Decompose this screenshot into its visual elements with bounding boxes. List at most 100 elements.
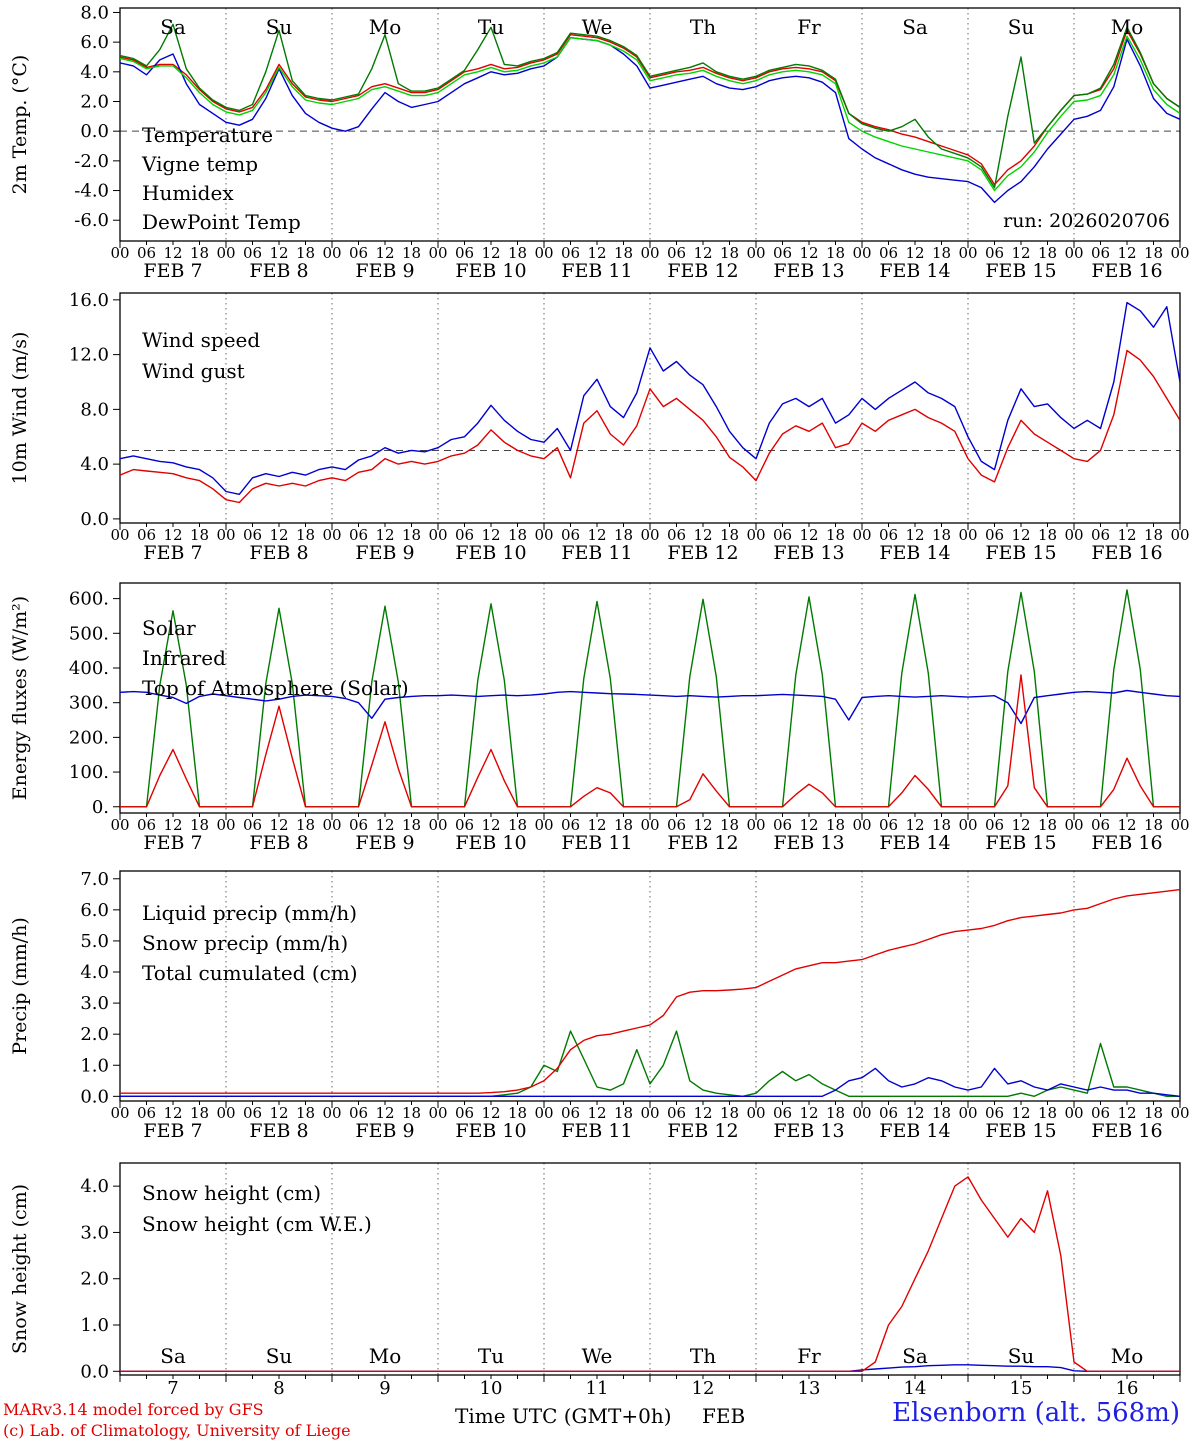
panel-temperature: 8.06.04.02.00.0-2.0-4.0-6.000 06 12 18 00 06 1… — [9, 2, 1190, 282]
date-label: FEB 7 — [143, 832, 202, 854]
hour-tick-label: 12 — [799, 526, 818, 544]
date-label: FEB 12 — [667, 832, 738, 854]
hour-tick-label: 00 — [216, 244, 235, 262]
day-of-week-label: Su — [266, 1344, 293, 1368]
day-of-week-label: Sa — [160, 15, 186, 39]
date-label: FEB 16 — [1091, 1120, 1162, 1142]
date-label: FEB 16 — [1091, 832, 1162, 854]
y-tick-label: 12.0 — [69, 345, 109, 366]
hour-tick-label: 06 — [773, 1104, 792, 1122]
y-tick-label: 1.0 — [80, 1315, 109, 1336]
model-credit-line1: MARv3.14 model forced by GFS — [3, 1400, 264, 1419]
hour-tick-label: 00 — [1170, 244, 1189, 262]
legend-label: Snow precip (mm/h) — [142, 931, 348, 955]
date-label: FEB 12 — [667, 1120, 738, 1142]
y-tick-label: -2.0 — [74, 151, 109, 172]
hour-tick-label: 00 — [322, 526, 341, 544]
day-of-week-label: Sa — [902, 1344, 928, 1368]
hour-tick-label: 00 — [534, 816, 553, 834]
series-dewpoint-temp — [120, 35, 1180, 192]
hour-tick-label: 06 — [879, 816, 898, 834]
hour-tick-label: 18 — [296, 244, 315, 262]
date-label: FEB 15 — [985, 260, 1056, 282]
date-label: FEB 10 — [455, 832, 526, 854]
hour-tick-label: 00 — [1170, 1104, 1189, 1122]
hour-tick-label: 12 — [1011, 1104, 1030, 1122]
y-axis-title: 10m Wind (m/s) — [9, 332, 31, 485]
hour-tick-label: 12 — [587, 526, 606, 544]
day-of-week-label: Su — [1008, 15, 1035, 39]
panel-precip: 7.06.05.04.03.02.01.00.000 06 12 18 00 06 12 18… — [9, 869, 1190, 1142]
y-tick-label: 2.0 — [80, 91, 109, 112]
hour-tick-label: 00 — [1064, 244, 1083, 262]
y-axis-title: Precip (mm/h) — [9, 917, 31, 1055]
legend-label: Liquid precip (mm/h) — [142, 901, 357, 925]
series-temperature — [120, 29, 1180, 186]
hour-tick-label: 06 — [243, 1104, 262, 1122]
hour-tick-label: 12 — [1011, 526, 1030, 544]
hour-tick-label: 00 — [110, 244, 129, 262]
y-tick-label: 6.0 — [80, 32, 109, 53]
hour-tick-label: 00 — [958, 244, 977, 262]
run-label: run: 2026020706 — [1003, 210, 1170, 232]
hour-tick-label: 00 — [428, 816, 447, 834]
date-label: FEB 14 — [879, 832, 950, 854]
hour-tick-label: 18 — [826, 816, 845, 834]
legend-label: Wind speed — [142, 328, 260, 352]
station-label: Elsenborn (alt. 568m) — [892, 1398, 1180, 1428]
hour-tick-label: 12 — [693, 244, 712, 262]
hour-tick-label: 06 — [137, 526, 156, 544]
hour-tick-label: 06 — [561, 816, 580, 834]
model-credit: MARv3.14 model forced by GFS (c) Lab. of… — [3, 1399, 351, 1440]
hour-tick-label: 00 — [1064, 1104, 1083, 1122]
hour-tick-label: 06 — [1091, 816, 1110, 834]
hour-tick-label: 12 — [163, 1104, 182, 1122]
hour-tick-label: 12 — [1011, 244, 1030, 262]
hour-tick-label: 18 — [932, 816, 951, 834]
hour-tick-label: 00 — [958, 526, 977, 544]
hour-tick-label: 12 — [1117, 1104, 1136, 1122]
day-of-week-label: Fr — [797, 15, 821, 39]
hour-tick-label: 06 — [667, 1104, 686, 1122]
date-label: FEB 7 — [143, 542, 202, 564]
hour-tick-label: 00 — [1064, 526, 1083, 544]
hour-tick-label: 00 — [428, 526, 447, 544]
hour-tick-label: 00 — [852, 526, 871, 544]
date-label: FEB 15 — [985, 832, 1056, 854]
hour-tick-label: 18 — [932, 1104, 951, 1122]
y-tick-label: 0. — [92, 797, 109, 818]
day-number-label: 10 — [480, 1378, 503, 1399]
hour-tick-label: 12 — [481, 816, 500, 834]
y-tick-label: 6.0 — [80, 900, 109, 921]
hour-tick-label: 00 — [428, 244, 447, 262]
hour-tick-label: 06 — [667, 244, 686, 262]
date-label: FEB 7 — [143, 260, 202, 282]
hour-tick-label: 18 — [296, 526, 315, 544]
date-label: FEB 11 — [561, 260, 632, 282]
hour-tick-label: 06 — [985, 1104, 1004, 1122]
hour-tick-label: 18 — [614, 526, 633, 544]
hour-tick-label: 12 — [905, 244, 924, 262]
series-total-cumulated — [120, 888, 1180, 1094]
hour-tick-label: 12 — [1117, 816, 1136, 834]
hour-tick-label: 18 — [402, 816, 421, 834]
hour-tick-label: 00 — [322, 1104, 341, 1122]
date-label: FEB 12 — [667, 260, 738, 282]
xaxis-month-label: FEB — [702, 1404, 746, 1428]
hour-tick-label: 00 — [1170, 816, 1189, 834]
date-label: FEB 11 — [561, 832, 632, 854]
hour-tick-label: 06 — [137, 244, 156, 262]
day-of-week-label: Su — [1008, 1344, 1035, 1368]
hour-tick-label: 00 — [746, 816, 765, 834]
hour-tick-label: 12 — [163, 526, 182, 544]
hour-tick-label: 18 — [826, 526, 845, 544]
hour-tick-label: 18 — [932, 526, 951, 544]
day-of-week-label: We — [582, 15, 613, 39]
hour-tick-label: 06 — [137, 816, 156, 834]
date-label: FEB 8 — [249, 542, 308, 564]
date-label: FEB 7 — [143, 1120, 202, 1142]
legend-label: DewPoint Temp — [142, 210, 301, 234]
y-tick-label: 600. — [69, 589, 109, 610]
date-label: FEB 14 — [879, 1120, 950, 1142]
hour-tick-label: 06 — [455, 1104, 474, 1122]
